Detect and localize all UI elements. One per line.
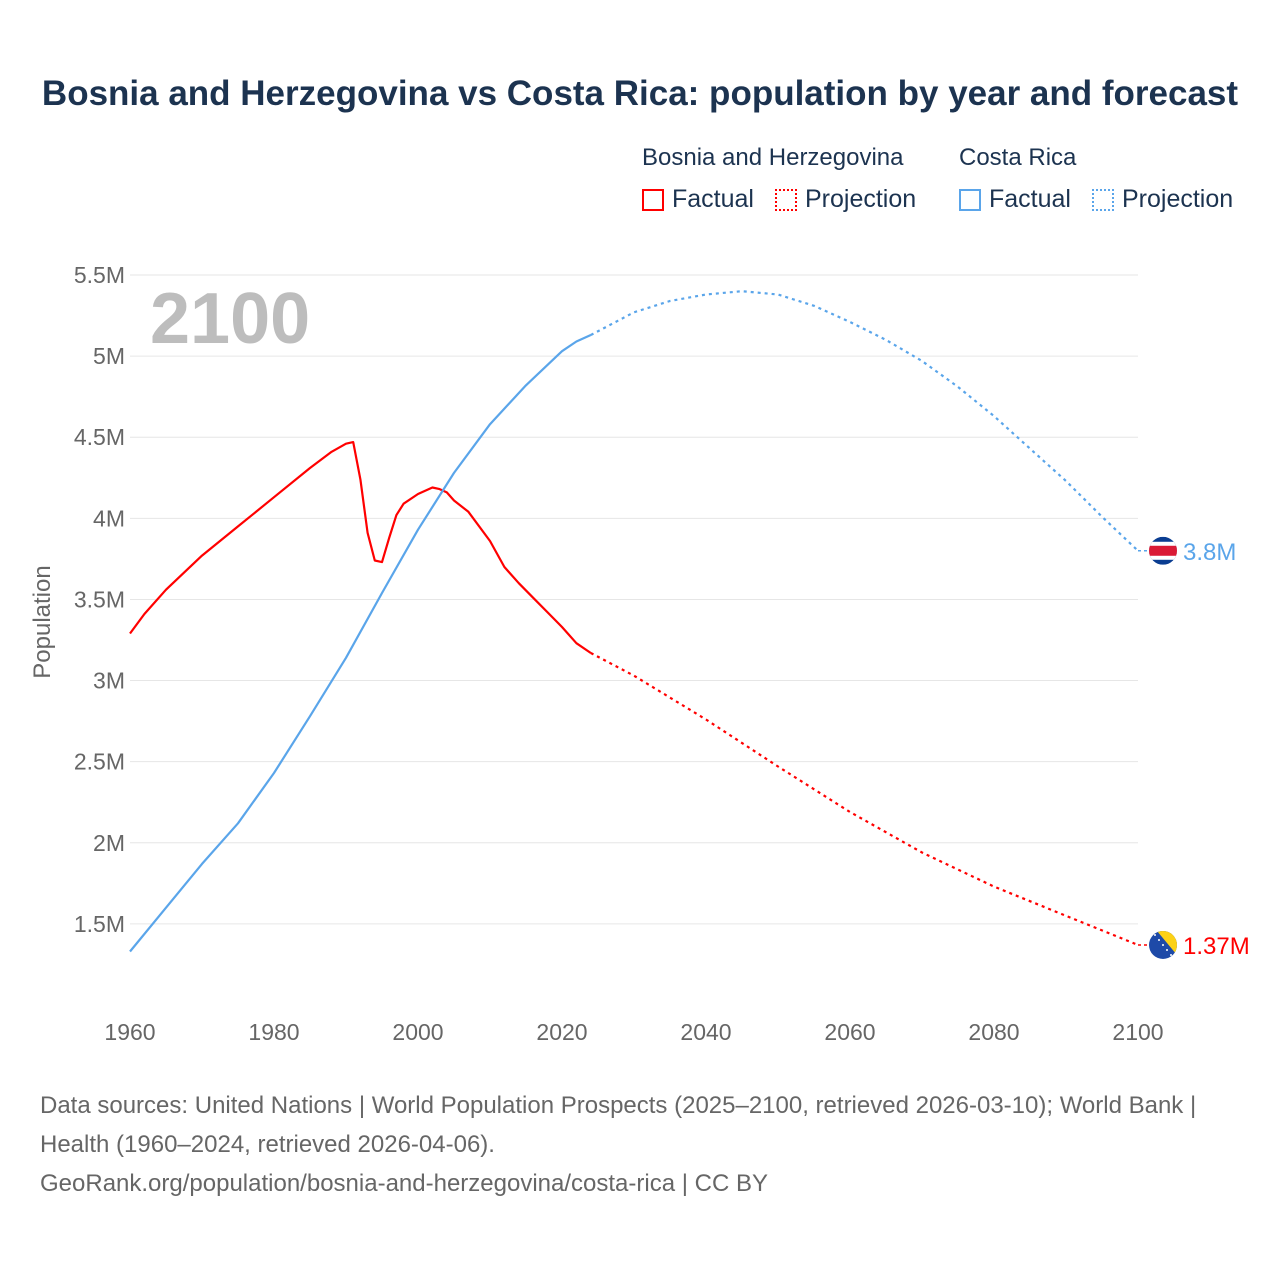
legend-group-costa-rica: Costa Rica <box>959 144 1077 171</box>
x-tick-label: 1960 <box>104 1019 155 1045</box>
footer: Data sources: United Nations | World Pop… <box>40 1086 1240 1203</box>
legend-costa-rica-factual[interactable]: Factual <box>959 185 1071 214</box>
bosnia-flag-icon <box>1149 930 1177 959</box>
x-tick-label: 2060 <box>824 1019 875 1045</box>
y-tick-label: 3M <box>93 668 125 694</box>
bosnia-end-label: 1.37M <box>1183 933 1250 960</box>
bosnia-factual-line <box>129 441 592 654</box>
costa-rica-projection-line <box>590 290 1139 552</box>
chart-title: Bosnia and Herzegovina vs Costa Rica: po… <box>41 74 1239 113</box>
y-tick-label: 5.5M <box>74 262 125 288</box>
legend-label: Projection <box>1122 185 1234 213</box>
legend-label: Factual <box>672 185 754 213</box>
legend-group-bosnia: Bosnia and Herzegovina <box>642 144 904 171</box>
y-tick-label: 2M <box>93 830 125 856</box>
solid-swatch-icon <box>959 189 981 211</box>
y-tick-label: 4M <box>93 505 125 531</box>
solid-swatch-icon <box>642 189 664 211</box>
line-chart: 1.5M 2M 2.5M 3M 3.5M 4M 4.5M 5M 5.5M 1960 1980 2000… <box>29 262 1250 1045</box>
x-tick-label: 2080 <box>968 1019 1019 1045</box>
y-tick-label: 4.5M <box>74 424 125 450</box>
y-tick-label: 2.5M <box>74 749 125 775</box>
dotted-swatch-icon <box>1092 189 1114 211</box>
y-tick-label: 5M <box>93 343 125 369</box>
legend-bosnia-factual[interactable]: Factual <box>642 185 754 214</box>
dotted-swatch-icon <box>775 189 797 211</box>
costa-rica-factual-line <box>129 333 592 953</box>
y-tick-label: 1.5M <box>74 911 125 937</box>
costa-rica-flag-icon <box>1149 536 1177 565</box>
x-tick-label: 1980 <box>248 1019 299 1045</box>
legend-bosnia-projection[interactable]: Projection <box>775 185 916 214</box>
legend-label: Projection <box>805 185 917 213</box>
legend-costa-rica-projection[interactable]: Projection <box>1092 185 1233 214</box>
year-overlay: 2100 <box>150 279 310 359</box>
x-tick-label: 2000 <box>392 1019 443 1045</box>
costa-rica-end-label: 3.8M <box>1183 539 1236 566</box>
x-tick-label: 2100 <box>1112 1019 1163 1045</box>
x-tick-label: 2040 <box>680 1019 731 1045</box>
y-tick-label: 3.5M <box>74 586 125 612</box>
y-axis-label: Population <box>29 565 56 678</box>
x-tick-label: 2020 <box>536 1019 587 1045</box>
data-sources: Data sources: United Nations | World Pop… <box>40 1092 1197 1158</box>
legend-label: Factual <box>989 185 1071 213</box>
source-link[interactable]: GeoRank.org/population/bosnia-and-herzeg… <box>40 1170 768 1197</box>
bosnia-projection-line <box>590 652 1139 947</box>
